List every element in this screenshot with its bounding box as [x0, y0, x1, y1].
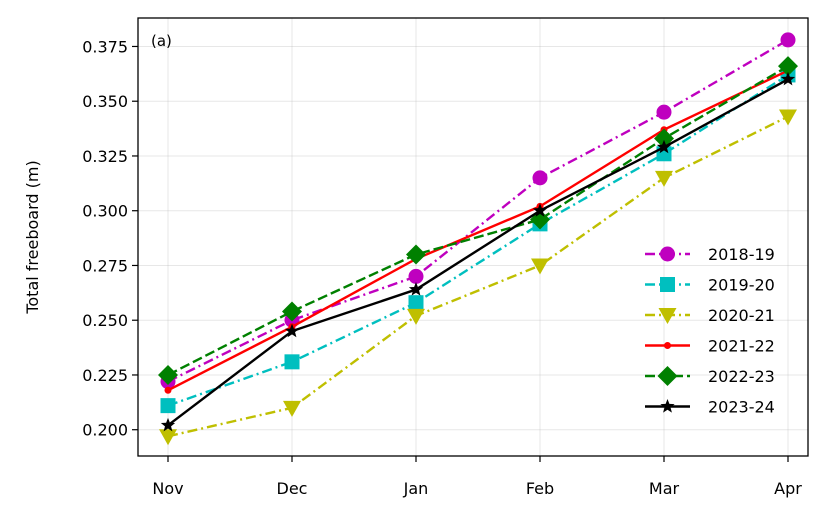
legend-label: 2022-23 — [708, 367, 775, 386]
x-tick-label: Mar — [649, 479, 680, 498]
data-point — [532, 203, 548, 217]
data-point — [656, 139, 672, 154]
y-tick-label: 0.200 — [82, 421, 128, 440]
y-axis-label: Total freeboard (m) — [23, 160, 42, 314]
x-tick-label: Dec — [277, 479, 308, 498]
y-tick-label: 0.225 — [82, 366, 128, 385]
legend-entry: 2019-20 — [645, 276, 775, 295]
series-line — [167, 73, 789, 407]
data-point — [408, 295, 424, 311]
data-point — [655, 170, 673, 187]
data-point — [284, 323, 300, 338]
y-tick-label: 0.325 — [82, 147, 128, 166]
series-2019-20 — [160, 67, 796, 414]
legend-label: 2018-19 — [708, 245, 775, 264]
data-point — [159, 429, 177, 446]
data-point — [780, 32, 796, 48]
series-2022-23 — [158, 56, 798, 385]
y-tick-label: 0.300 — [82, 202, 128, 221]
x-tick-label: Nov — [152, 479, 183, 498]
panel-label: (a) — [151, 32, 172, 50]
series-line — [167, 78, 789, 427]
x-tick-label: Apr — [774, 479, 802, 498]
y-tick-label: 0.275 — [82, 256, 128, 275]
y-tick-label: 0.375 — [82, 37, 128, 56]
legend-marker — [660, 246, 675, 262]
legend: 2018-19 2019-20 2020-21 2021-22 2022-23 2023-… — [645, 245, 775, 417]
data-point — [531, 258, 549, 275]
legend-label: 2020-21 — [708, 306, 775, 325]
series-line — [167, 115, 789, 438]
series-2023-24 — [160, 71, 796, 432]
legend-label: 2019-20 — [708, 276, 775, 295]
legend-marker — [664, 342, 671, 349]
data-point — [406, 244, 426, 265]
x-tick-label: Jan — [403, 479, 429, 498]
data-point — [164, 386, 172, 394]
data-point — [160, 398, 176, 414]
series-line — [167, 65, 789, 377]
plot-area-frame — [137, 17, 809, 457]
series-layer — [158, 32, 798, 446]
y-tick-label: 0.350 — [82, 92, 128, 111]
data-point — [778, 56, 798, 77]
data-point — [408, 268, 424, 284]
legend-entry: 2023-24 — [645, 398, 775, 417]
data-point — [408, 282, 424, 296]
series-2020-21 — [159, 109, 797, 446]
series-line — [167, 38, 789, 383]
data-point — [283, 400, 301, 417]
data-point — [532, 170, 548, 186]
legend-entry: 2021-22 — [645, 337, 775, 356]
data-point — [160, 417, 176, 432]
series-2021-22 — [164, 67, 792, 394]
legend-entry: 2022-23 — [645, 366, 775, 386]
data-point — [780, 71, 796, 86]
axis-ticks: Nov Dec Jan Feb Mar Apr 0.200 0.225 0.250 0.275 0.… — [82, 37, 802, 498]
legend-label: 2023-24 — [708, 398, 775, 417]
legend-marker — [658, 308, 677, 324]
series-line — [167, 69, 789, 392]
data-point — [282, 301, 302, 322]
data-point — [407, 308, 425, 325]
data-point — [284, 354, 300, 370]
grid-lines — [138, 18, 808, 456]
legend-label: 2021-22 — [708, 337, 775, 356]
x-tick-label: Feb — [526, 479, 554, 498]
legend-marker — [657, 366, 678, 386]
data-point — [779, 109, 797, 126]
data-point — [158, 364, 178, 385]
legend-entry: 2020-21 — [645, 306, 775, 325]
legend-entry: 2018-19 — [645, 245, 775, 264]
y-tick-label: 0.250 — [82, 311, 128, 330]
data-point — [656, 104, 672, 120]
legend-marker — [660, 399, 675, 413]
legend-marker — [660, 277, 675, 292]
